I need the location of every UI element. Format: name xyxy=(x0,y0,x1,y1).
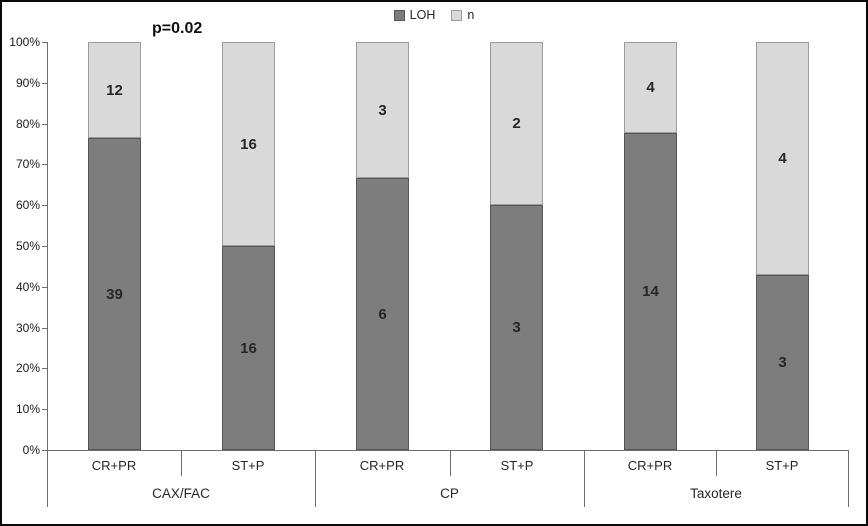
y-axis-tick-label: 70% xyxy=(15,157,40,171)
category-label: CR+PR xyxy=(91,458,137,473)
category-label: CR+PR xyxy=(627,458,673,473)
legend-label-loh: LOH xyxy=(409,8,436,22)
legend-swatch-loh-icon xyxy=(393,9,405,21)
y-axis-tick xyxy=(42,42,47,43)
y-axis-tick xyxy=(42,450,47,451)
y-axis-tick-label: 60% xyxy=(15,198,40,212)
legend-item-n: n xyxy=(451,8,474,22)
group-divider xyxy=(315,450,316,507)
group-label: CAX/FAC xyxy=(152,486,210,501)
y-axis-tick xyxy=(42,164,47,165)
p-value-annotation: p=0.02 xyxy=(152,20,203,37)
n-segment: 12 xyxy=(88,42,141,138)
y-axis-tick xyxy=(42,83,47,84)
y-axis-tick-label: 50% xyxy=(15,239,40,253)
y-axis-tick-label: 0% xyxy=(22,443,40,457)
category-tick xyxy=(716,450,717,476)
n-segment: 4 xyxy=(624,42,677,133)
n-segment: 3 xyxy=(356,42,409,178)
group-divider xyxy=(848,450,849,507)
loh-segment: 16 xyxy=(222,246,275,450)
category-label: CR+PR xyxy=(359,458,405,473)
x-axis-line xyxy=(47,450,849,451)
loh-segment: 3 xyxy=(490,205,543,450)
legend-swatch-n-icon xyxy=(451,9,463,21)
group-label: CP xyxy=(440,486,459,501)
category-label: ST+P xyxy=(765,458,799,473)
y-axis-tick xyxy=(42,287,47,288)
n-segment: 4 xyxy=(756,42,809,275)
y-axis-tick xyxy=(42,409,47,410)
y-axis-tick-label: 10% xyxy=(15,402,40,416)
loh-segment: 14 xyxy=(624,133,677,450)
category-tick xyxy=(181,450,182,476)
category-label: ST+P xyxy=(231,458,265,473)
loh-segment: 6 xyxy=(356,178,409,450)
y-axis-tick-label: 20% xyxy=(15,361,40,375)
chart-legend: LOH n xyxy=(2,8,866,22)
y-axis-tick-label: 30% xyxy=(15,321,40,335)
loh-segment: 3 xyxy=(756,275,809,450)
y-axis-tick xyxy=(42,124,47,125)
y-axis-tick-label: 100% xyxy=(9,35,40,49)
loh-segment: 39 xyxy=(88,138,141,450)
group-label: Taxotere xyxy=(690,486,742,501)
n-segment: 16 xyxy=(222,42,275,246)
legend-item-loh: LOH xyxy=(393,8,436,22)
y-axis-tick-label: 80% xyxy=(15,117,40,131)
y-axis-tick xyxy=(42,246,47,247)
legend-label-n: n xyxy=(467,8,475,22)
n-segment: 2 xyxy=(490,42,543,205)
y-axis-tick xyxy=(42,328,47,329)
category-label: ST+P xyxy=(500,458,534,473)
category-tick xyxy=(450,450,451,476)
y-axis-tick-label: 90% xyxy=(15,76,40,90)
group-divider xyxy=(584,450,585,507)
y-axis-tick xyxy=(42,205,47,206)
y-axis-tick xyxy=(42,368,47,369)
y-axis-line xyxy=(47,42,48,507)
y-axis-tick-label: 40% xyxy=(15,280,40,294)
